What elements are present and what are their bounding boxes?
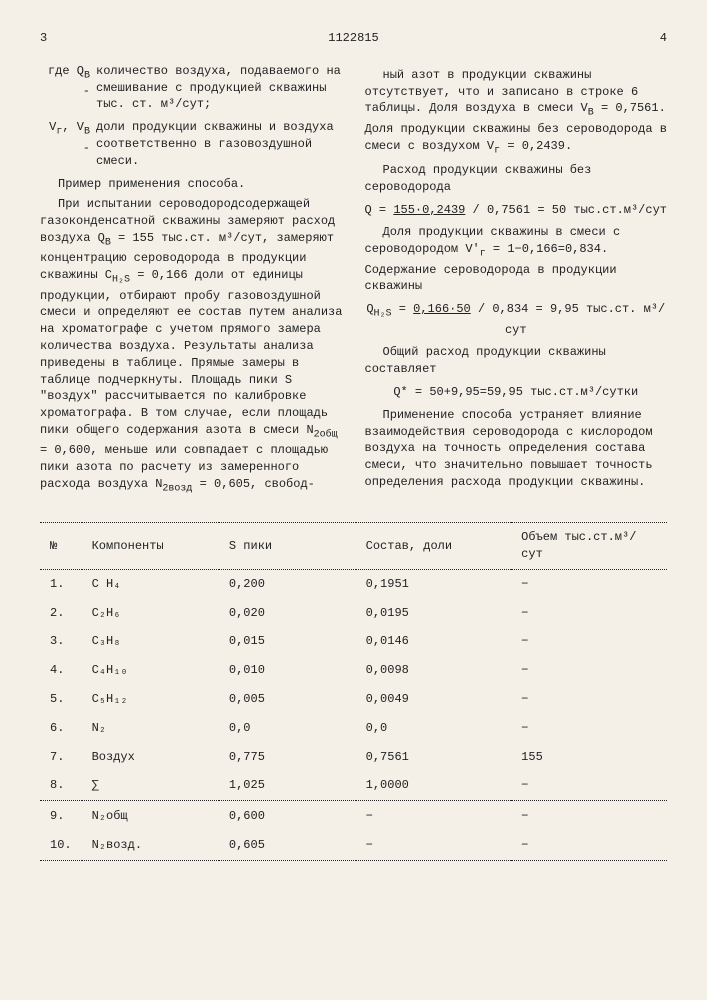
table-head-row: № Компоненты S пики Состав, доли Объем т… <box>40 523 667 570</box>
table-cell: − <box>356 802 512 831</box>
formula-qh2s: QH₂S = 0,166·50 / 0,834 = 9,95 тыс.ст. м… <box>365 301 668 338</box>
table-cell: − <box>511 831 667 860</box>
table-cell: − <box>511 771 667 800</box>
table-cell: N₂возд. <box>82 831 219 860</box>
doc-number: 1122815 <box>328 30 378 47</box>
table-row: 10.N₂возд.0,605−− <box>40 831 667 860</box>
table-cell: 1,0000 <box>356 771 512 800</box>
th-comp: Компоненты <box>82 523 219 570</box>
para-example: Пример применения способа. <box>40 176 343 193</box>
definition-qb: где QВ - количество воздуха, подаваемого… <box>40 63 343 113</box>
table-cell: 0,020 <box>219 599 356 628</box>
table-cell: N₂общ <box>82 802 219 831</box>
table-row: 8.∑1,0251,0000− <box>40 771 667 800</box>
table-cell: C₄H₁₀ <box>82 656 219 685</box>
table-cell: C₂H₆ <box>82 599 219 628</box>
page-num-right: 4 <box>660 30 667 47</box>
right-column: ный азот в продукции скважины отсутствуе… <box>365 63 668 501</box>
table-cell: 155 <box>511 743 667 772</box>
th-sost: Состав, доли <box>356 523 512 570</box>
table-cell: N₂ <box>82 714 219 743</box>
table-cell: 0,600 <box>219 802 356 831</box>
th-spik: S пики <box>219 523 356 570</box>
table-cell: 0,0049 <box>356 685 512 714</box>
table-cell: ∑ <box>82 771 219 800</box>
table-row: 5.C₅H₁₂0,0050,0049− <box>40 685 667 714</box>
table-row: 2.C₂H₆0,0200,0195− <box>40 599 667 628</box>
def-text: доли продукции скважины и воздуха соотве… <box>96 119 343 169</box>
para-flow-no-h2s: Расход продукции скважины без сероводоро… <box>365 162 668 196</box>
table-cell: 7. <box>40 743 82 772</box>
table-cell: 0,200 <box>219 569 356 598</box>
table-cell: 5. <box>40 685 82 714</box>
para-main: При испытании сероводородсодержащей газо… <box>40 196 343 496</box>
table-cell: 0,0 <box>356 714 512 743</box>
results-table: № Компоненты S пики Состав, доли Объем т… <box>40 522 667 861</box>
table-cell: C₅H₁₂ <box>82 685 219 714</box>
two-column-text: где QВ - количество воздуха, подаваемого… <box>40 63 667 501</box>
table-cell: 0,005 <box>219 685 356 714</box>
table-cell: 2. <box>40 599 82 628</box>
table-row: 9.N₂общ0,600−− <box>40 802 667 831</box>
table-cell: 1. <box>40 569 82 598</box>
table-cell: 3. <box>40 627 82 656</box>
table-cell: − <box>511 685 667 714</box>
table-cell: 0,605 <box>219 831 356 860</box>
table-cell: 1,025 <box>219 771 356 800</box>
table-cell: − <box>356 831 512 860</box>
table-row: 7.Воздух0,7750,7561155 <box>40 743 667 772</box>
table-row: 3.C₃H₈0,0150,0146− <box>40 627 667 656</box>
table-cell: 0,775 <box>219 743 356 772</box>
page-num-left: 3 <box>40 30 47 47</box>
table-cell: 6. <box>40 714 82 743</box>
th-vol: Объем тыс.ст.м³/сут <box>511 523 667 570</box>
table-cell: Воздух <box>82 743 219 772</box>
table-cell: C₃H₈ <box>82 627 219 656</box>
table-row: 1.C H₄0,2000,1951− <box>40 569 667 598</box>
left-column: где QВ - количество воздуха, подаваемого… <box>40 63 343 501</box>
table-body: 1.C H₄0,2000,1951−2.C₂H₆0,0200,0195−3.C₃… <box>40 569 667 860</box>
table-row: 4.C₄H₁₀0,0100,0098− <box>40 656 667 685</box>
table-cell: 0,015 <box>219 627 356 656</box>
table-cell: 10. <box>40 831 82 860</box>
table-cell: 9. <box>40 802 82 831</box>
table-cell: 0,0098 <box>356 656 512 685</box>
table-cell: 0,0146 <box>356 627 512 656</box>
def-symbol: Vг, VВ - <box>40 119 90 169</box>
definition-vg-vb: Vг, VВ - доли продукции скважины и возду… <box>40 119 343 169</box>
para-total: Общий расход продукции скважины составля… <box>365 344 668 378</box>
table-cell: C H₄ <box>82 569 219 598</box>
table-cell: 0,0195 <box>356 599 512 628</box>
table-cell: − <box>511 627 667 656</box>
table-cell: − <box>511 656 667 685</box>
formula-qstar: Q* = 50+9,95=59,95 тыс.ст.м³/сутки <box>365 384 668 401</box>
table-cell: 0,7561 <box>356 743 512 772</box>
table-cell: − <box>511 714 667 743</box>
table-cell: 0,010 <box>219 656 356 685</box>
table-cell: − <box>511 802 667 831</box>
table-cell: − <box>511 599 667 628</box>
formula-q: Q = 155·0,2439 / 0,7561 = 50 тыс.ст.м³/с… <box>365 202 668 219</box>
para-conclusion: Применение способа устраняет влияние вза… <box>365 407 668 491</box>
table-cell: 8. <box>40 771 82 800</box>
table-cell: 0,1951 <box>356 569 512 598</box>
table-cell: 0,0 <box>219 714 356 743</box>
def-text: количество воздуха, подаваемого на смеши… <box>96 63 343 113</box>
def-symbol: где QВ - <box>40 63 90 113</box>
table-row: 6.N₂0,00,0− <box>40 714 667 743</box>
table-cell: − <box>511 569 667 598</box>
th-num: № <box>40 523 82 570</box>
table-cell: 4. <box>40 656 82 685</box>
para-cont: ный азот в продукции скважины отсутствуе… <box>365 67 668 158</box>
para-fraction: Доля продукции скважины в смеси с серово… <box>365 224 668 295</box>
page-header: 3 1122815 4 <box>40 30 667 47</box>
